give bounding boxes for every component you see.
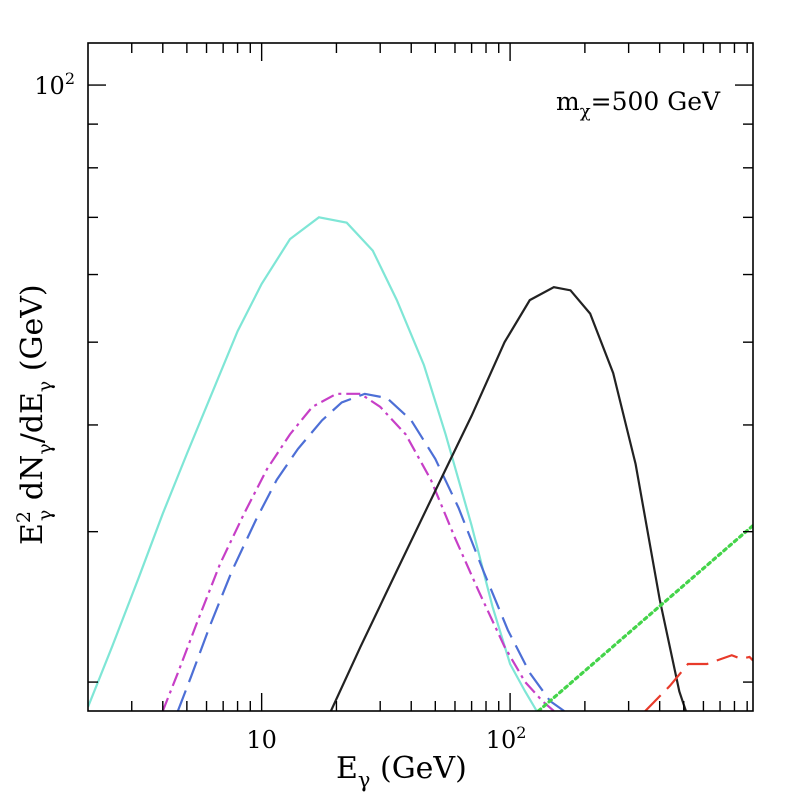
x-tick-label-base: 10 xyxy=(246,726,277,754)
y-tick-label-exp: 2 xyxy=(65,69,75,88)
x-tick-label: 10 xyxy=(246,726,277,754)
y-label-unit: (GeV) xyxy=(15,284,50,380)
series-magenta-dash-dot xyxy=(161,392,555,711)
annotation-sub: χ xyxy=(580,101,591,122)
x-tick-label-base: 10 xyxy=(486,726,517,754)
x-label-main: E xyxy=(336,751,358,786)
mass-annotation: mχ=500 GeV xyxy=(556,87,721,122)
annotation-rest: =500 GeV xyxy=(591,87,721,116)
x-tick-label: 102 xyxy=(486,723,527,754)
series-blue-long-dash xyxy=(176,392,565,711)
y-label-de-sub: γ xyxy=(34,381,56,392)
y-label-dn: dN xyxy=(15,455,50,510)
y-label-e: E xyxy=(15,523,50,545)
y-label-e-sub: γ xyxy=(34,510,56,521)
series-red-dashed xyxy=(644,654,753,711)
x-axis-label: Eγ (GeV) xyxy=(336,751,467,792)
series-green-dotted xyxy=(536,523,753,711)
x-label-sub: γ xyxy=(358,768,371,792)
annotation-m: m xyxy=(556,87,580,116)
y-tick-label-base: 10 xyxy=(34,72,65,100)
y-tick-label: 102 xyxy=(34,69,75,100)
series-black-solid xyxy=(329,285,687,711)
y-label-slash: /dE xyxy=(15,392,50,443)
y-label-e-sup: 2 xyxy=(13,511,35,523)
y-axis-label: E2γ dNγ/dEγ (GeV) xyxy=(13,284,56,545)
plot-frame xyxy=(87,42,754,712)
series-layer xyxy=(88,216,753,711)
x-tick-label-exp: 2 xyxy=(516,723,526,742)
series-cyan-solid xyxy=(88,216,538,711)
x-label-unit: (GeV) xyxy=(370,751,466,786)
y-label-dn-sub: γ xyxy=(34,443,56,454)
